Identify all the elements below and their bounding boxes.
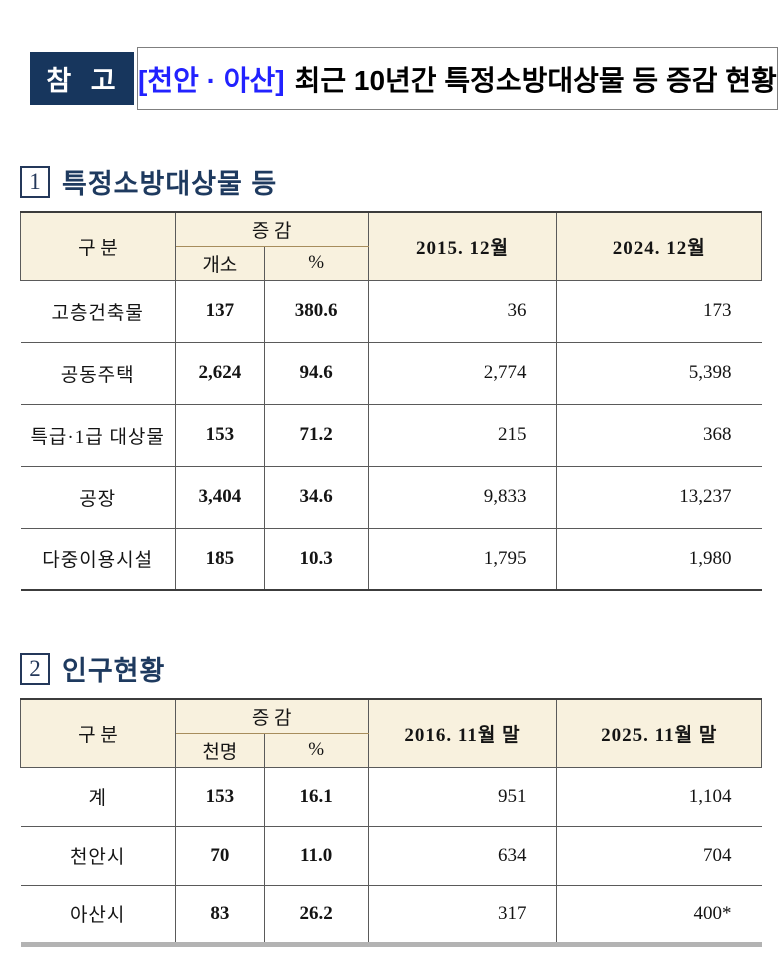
population-table-header: 구 분 증 감 2016. 11월 말 2025. 11월 말 천명 % — [20, 699, 762, 768]
table-row: 특급·1급 대상물 153 71.2 215 368 — [20, 403, 762, 466]
row-after-value: 1,980 — [556, 527, 762, 590]
row-before-value: 9,833 — [367, 465, 558, 528]
column-header-before: 2015. 12월 — [367, 212, 558, 281]
row-before-value: 951 — [367, 766, 558, 826]
fire-target-table: 구 분 증 감 2015. 12월 2024. 12월 개소 % 고층건축물 1… — [20, 211, 762, 591]
document-title-region: [천안 · 아산] — [138, 64, 285, 96]
row-label: 계 — [20, 766, 176, 826]
row-change-count: 83 — [174, 884, 265, 944]
row-before-value: 1,795 — [367, 527, 558, 590]
column-header-change-percent: % — [263, 733, 369, 768]
row-before-value: 317 — [367, 884, 558, 944]
section1-title: 특정소방대상물 등 — [62, 169, 278, 199]
population-table: 구 분 증 감 2016. 11월 말 2025. 11월 말 천명 % 계 1… — [20, 698, 762, 947]
document-title-box: [천안 · 아산] 최근 10년간 특정소방대상물 등 증감 현황 — [137, 47, 778, 110]
table-row: 아산시 83 26.2 317 400* — [20, 884, 762, 944]
column-header-change: 증 감 — [174, 699, 369, 734]
section2-title: 인구현황 — [62, 656, 166, 686]
row-change-count: 2,624 — [174, 341, 265, 404]
column-header-change-percent: % — [263, 246, 369, 281]
row-change-count: 153 — [174, 766, 265, 826]
column-header-change-count: 천명 — [174, 733, 265, 768]
row-change-percent: 94.6 — [263, 341, 369, 404]
row-change-count: 3,404 — [174, 465, 265, 528]
row-change-percent: 71.2 — [263, 403, 369, 466]
row-before-value: 36 — [367, 279, 558, 342]
column-header-category: 구 분 — [20, 699, 176, 768]
column-header-category: 구 분 — [20, 212, 176, 281]
row-change-count: 153 — [174, 403, 265, 466]
row-label: 특급·1급 대상물 — [20, 403, 176, 466]
column-header-change: 증 감 — [174, 212, 369, 247]
table-row: 공장 3,404 34.6 9,833 13,237 — [20, 465, 762, 528]
row-label: 공장 — [20, 465, 176, 528]
row-label: 아산시 — [20, 884, 176, 944]
row-after-value: 400* — [556, 884, 762, 944]
row-label: 고층건축물 — [20, 279, 176, 342]
row-after-value: 1,104 — [556, 766, 762, 826]
table-row: 다중이용시설 185 10.3 1,795 1,980 — [20, 527, 762, 590]
table-row: 천안시 70 11.0 634 704 — [20, 825, 762, 885]
section1-number-box: 1 — [20, 165, 50, 198]
row-change-count: 70 — [174, 825, 265, 885]
row-change-count: 185 — [174, 527, 265, 590]
row-change-percent: 34.6 — [263, 465, 369, 528]
row-after-value: 5,398 — [556, 341, 762, 404]
row-label: 천안시 — [20, 825, 176, 885]
column-header-change-count: 개소 — [174, 246, 265, 281]
row-after-value: 704 — [556, 825, 762, 885]
table-row: 공동주택 2,624 94.6 2,774 5,398 — [20, 341, 762, 404]
row-change-count: 137 — [174, 279, 265, 342]
fire-target-table-header: 구 분 증 감 2015. 12월 2024. 12월 개소 % — [20, 212, 762, 281]
table-row: 계 153 16.1 951 1,104 — [20, 766, 762, 826]
row-after-value: 13,237 — [556, 465, 762, 528]
section1-heading: 1 특정소방대상물 등 — [20, 162, 780, 201]
table-row: 고층건축물 137 380.6 36 173 — [20, 279, 762, 342]
document-title-text: 최근 10년간 특정소방대상물 등 증감 현황 — [294, 64, 777, 96]
row-change-percent: 10.3 — [263, 527, 369, 590]
row-change-percent: 16.1 — [263, 766, 369, 826]
reference-tag: 참 고 — [30, 52, 134, 105]
row-before-value: 215 — [367, 403, 558, 466]
row-label: 다중이용시설 — [20, 527, 176, 590]
row-before-value: 634 — [367, 825, 558, 885]
column-header-after: 2024. 12월 — [556, 212, 762, 281]
column-header-before: 2016. 11월 말 — [367, 699, 558, 768]
section2-heading: 2 인구현황 — [20, 649, 780, 688]
column-header-after: 2025. 11월 말 — [556, 699, 762, 768]
row-label: 공동주택 — [20, 341, 176, 404]
row-after-value: 368 — [556, 403, 762, 466]
section2-number-box: 2 — [20, 652, 50, 685]
row-change-percent: 26.2 — [263, 884, 369, 944]
titlebar: 참 고 [천안 · 아산] 최근 10년간 특정소방대상물 등 증감 현황 — [30, 47, 778, 110]
row-change-percent: 11.0 — [263, 825, 369, 885]
reference-tag-label: 참 고 — [46, 66, 122, 96]
row-change-percent: 380.6 — [263, 279, 369, 342]
row-after-value: 173 — [556, 279, 762, 342]
row-before-value: 2,774 — [367, 341, 558, 404]
